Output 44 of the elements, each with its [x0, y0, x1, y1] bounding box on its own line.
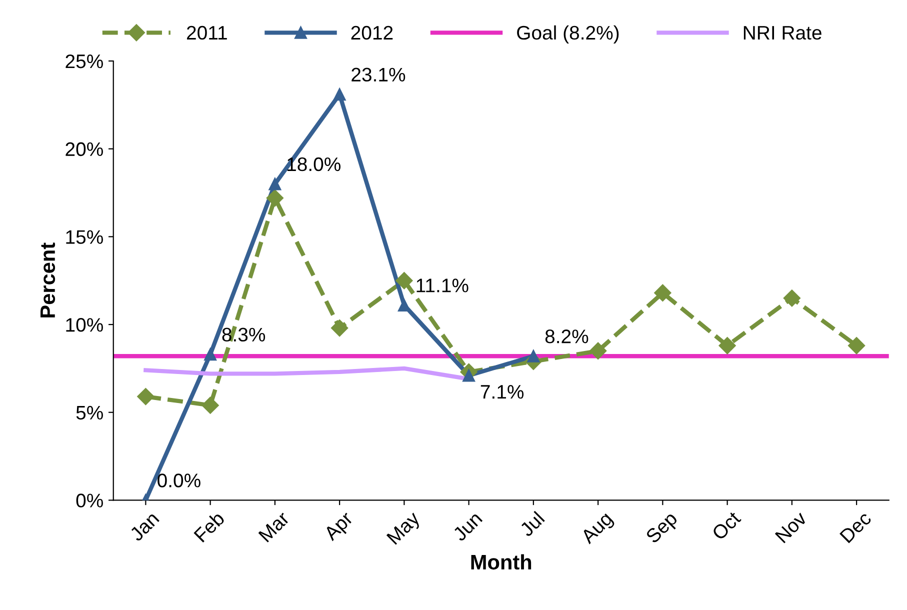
x-tick-label: Nov	[774, 510, 808, 544]
y-tick-label: 0%	[76, 494, 103, 508]
y-tick-label: 10%	[66, 318, 103, 332]
data-label: 23.1%	[352, 68, 406, 82]
data-label: 7.1%	[480, 385, 524, 399]
data-label: 11.1%	[416, 278, 468, 292]
x-tick-label: May	[386, 510, 424, 548]
y-tick-label: 15%	[66, 230, 103, 244]
point	[268, 178, 282, 190]
point	[204, 348, 217, 361]
legend-label: 2012	[351, 26, 393, 40]
point	[527, 350, 540, 362]
point	[137, 388, 154, 406]
x-tick-label: Jan	[128, 511, 160, 542]
legend-label: NRI Rate	[744, 26, 822, 40]
legend-label: Goal (8.2%)	[517, 25, 619, 44]
x-tick-label: Jun	[452, 511, 483, 542]
x-tick-label: Feb	[193, 510, 226, 543]
y-tick-label: 5%	[76, 406, 103, 420]
legend-label: 2011	[186, 26, 227, 40]
x-tick-label: Sep	[645, 510, 681, 547]
point	[590, 342, 607, 360]
point	[202, 396, 219, 414]
point	[266, 189, 284, 207]
x-axis-title: Month	[471, 554, 532, 570]
x-tick-label: Jul	[518, 510, 545, 538]
y-tick-label: 20%	[66, 142, 103, 156]
data-label: 0.0%	[158, 474, 200, 488]
x-tick-label: Dec	[840, 510, 872, 544]
point	[848, 337, 866, 354]
y-tick-label: 25%	[66, 54, 103, 68]
point	[783, 290, 800, 307]
x-tick-label: Apr	[322, 510, 356, 544]
point	[396, 272, 413, 290]
point	[331, 319, 348, 337]
data-label: 8.2%	[545, 330, 588, 344]
point	[398, 298, 410, 312]
point	[333, 88, 346, 101]
y-axis-title: Percent	[40, 242, 56, 318]
x-tick-label: Aug	[580, 511, 616, 548]
point	[718, 337, 736, 354]
x-tick-label: Oct	[711, 510, 742, 541]
point	[654, 284, 672, 302]
x-tick-label: Mar	[258, 510, 290, 543]
